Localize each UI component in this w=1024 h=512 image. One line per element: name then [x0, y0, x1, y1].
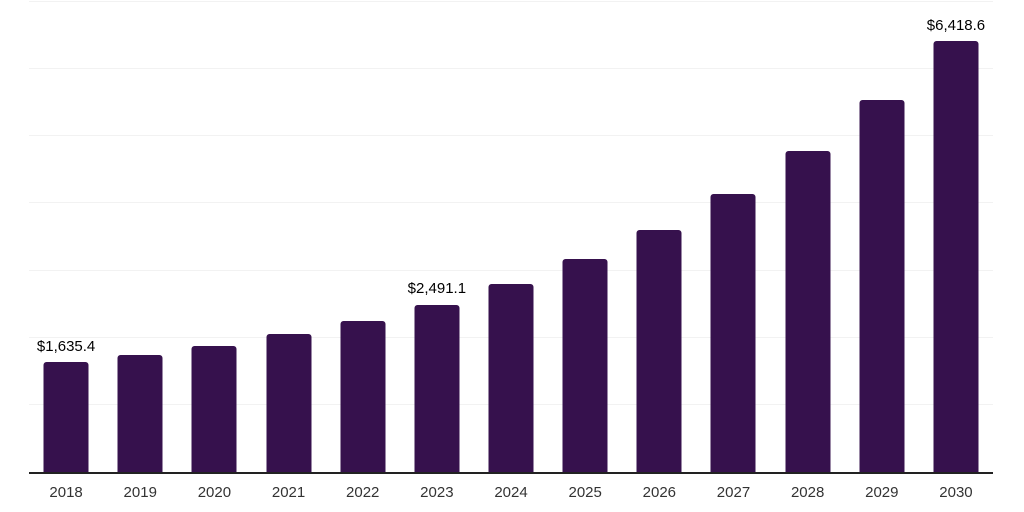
x-tick-label: 2028: [790, 484, 825, 501]
bar-2027: [710, 194, 756, 472]
x-tick-label: 2029: [865, 484, 899, 501]
bar-2028: [785, 151, 831, 472]
x-tick-label: 2024: [494, 484, 528, 501]
bar-slot: [845, 2, 919, 472]
gridline: [29, 202, 993, 204]
bar-slot: [251, 2, 325, 472]
x-tick-label: 2025: [568, 484, 602, 501]
x-tick-label: 2020: [197, 484, 232, 501]
bar-2029: [859, 100, 905, 472]
bar-2018: [43, 362, 89, 472]
bar-2019: [117, 354, 163, 472]
x-axis-labels: 2018 2019 2020 2021 2022 2023 2024 2025 2026 2027…: [29, 484, 993, 501]
bar-2023: [414, 304, 460, 472]
plot-area: $1,635.4 $2,491.1 $6,418.6: [29, 1, 993, 474]
bar-slot: [622, 2, 696, 472]
x-tick-label: 2018: [49, 484, 83, 501]
bar-slot: [326, 2, 400, 472]
bar-slot: [696, 2, 770, 472]
bars-container: $1,635.4 $2,491.1 $6,418.6: [29, 2, 993, 472]
bar-slot: $1,635.4: [29, 2, 103, 472]
x-tick-label: 2022: [346, 484, 380, 501]
bar-slot: [771, 2, 845, 472]
bar-2020: [191, 346, 237, 472]
x-tick-label: 2019: [123, 484, 157, 501]
x-tick-label: 2030: [939, 484, 973, 501]
x-tick-label: 2023: [420, 484, 454, 501]
gridline: [29, 68, 993, 70]
gridline: [29, 135, 993, 137]
bar-value-label: $2,491.1: [407, 280, 467, 298]
x-tick-label: 2027: [716, 484, 751, 501]
bar-slot: [548, 2, 622, 472]
bar-2026: [636, 230, 682, 472]
bar-slot: $2,491.1: [400, 2, 474, 472]
x-tick-label: 2021: [271, 484, 306, 501]
bar-slot: [474, 2, 548, 472]
bar-2030: [933, 41, 979, 472]
x-axis-line: [29, 472, 993, 474]
bar-value-label: $1,635.4: [36, 337, 96, 355]
bar-slot: $6,418.6: [919, 2, 993, 472]
bar-2022: [340, 320, 386, 472]
bar-2025: [562, 259, 608, 472]
bar-value-label: $6,418.6: [926, 16, 986, 34]
bar-slot: [103, 2, 177, 472]
gridline: [29, 1, 993, 2]
gridline: [29, 269, 993, 271]
bar-2021: [266, 334, 312, 472]
bar-slot: [177, 2, 251, 472]
bar-2024: [488, 284, 534, 472]
x-tick-label: 2026: [642, 484, 677, 501]
